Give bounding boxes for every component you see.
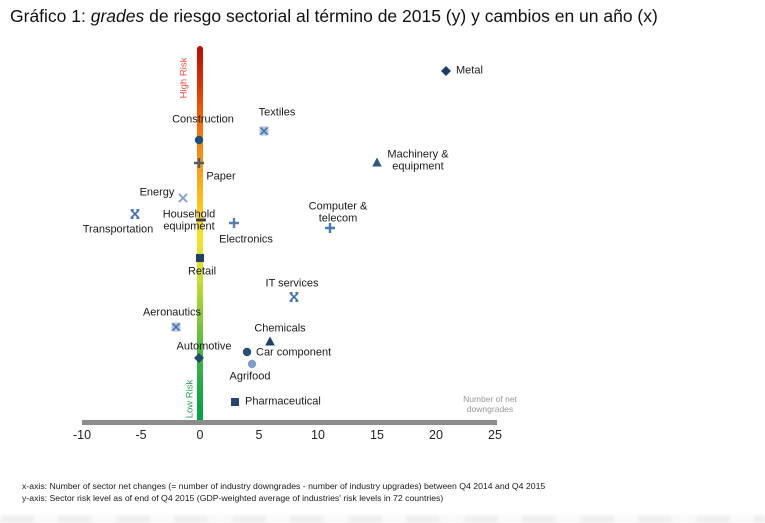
marker-boxx-textiles: [259, 126, 269, 136]
x-tick-label: -10: [72, 428, 92, 442]
point-label-metal: Metal: [456, 64, 483, 77]
marker-plus-computer-telecom: [325, 223, 335, 233]
point-label-computer-telecom: Computer & telecom: [308, 200, 368, 224]
chart-title: Gráfico 1: grades de riesgo sectorial al…: [10, 6, 760, 27]
marker-x-energy: [178, 193, 188, 203]
marker-diamond-automotive: [194, 353, 204, 363]
footnote-y-axis: y-axis: Sector risk level as of end of Q…: [22, 492, 444, 503]
marker-triangle-chemicals: [265, 336, 275, 346]
point-label-automotive: Automotive: [176, 340, 232, 353]
point-label-retail: Retail: [187, 265, 217, 278]
high-risk-axis-label: High Risk: [178, 57, 190, 99]
marker-square-retail: [195, 253, 205, 263]
chart-title-prefix: Gráfico 1:: [10, 6, 91, 26]
point-label-machinery-equipment: Machinery & equipment: [387, 148, 449, 172]
x-tick-label: 20: [429, 428, 443, 442]
point-label-chemicals: Chemicals: [254, 322, 306, 335]
marker-xbar-transportation: [130, 209, 140, 219]
x-tick-label: 25: [488, 428, 502, 442]
point-label-it-services: IT services: [265, 277, 319, 290]
point-label-agrifood: Agrifood: [229, 370, 271, 383]
point-label-transportation: Transportation: [82, 223, 154, 236]
point-label-energy: Energy: [139, 186, 175, 199]
footnote-x-axis: x-axis: Number of sector net changes (= …: [22, 481, 546, 491]
marker-plus-electronics: [229, 218, 239, 228]
x-tick-label: 0: [196, 428, 204, 442]
low-risk-axis-label: Low Risk: [184, 379, 196, 419]
marker-square-pharmaceutical: [230, 397, 240, 407]
marker-triangle-machinery-equipment: [372, 157, 382, 167]
marker-xbar-it-services: [289, 292, 299, 302]
x-axis-caption: Number of net downgrades: [463, 394, 517, 414]
marker-dash-household-equipment: [196, 215, 206, 225]
point-label-textiles: Textiles: [258, 106, 296, 119]
point-label-electronics: Electronics: [219, 233, 273, 246]
x-tick-label: 10: [311, 428, 325, 442]
marker-circle-car-component: [242, 347, 252, 357]
point-label-car-component: Car component: [256, 346, 332, 359]
risk-gradient-axis: [197, 46, 203, 422]
x-axis-line: [82, 420, 497, 425]
marker-boxx-aeronautics: [171, 322, 181, 332]
point-label-paper: Paper: [206, 170, 236, 183]
point-label-household-equipment: Household equipment: [162, 208, 216, 232]
point-label-aeronautics: Aeronautics: [142, 306, 202, 319]
chart-title-suffix: de riesgo sectorial al término de 2015 (…: [144, 6, 658, 26]
x-tick-label: 5: [255, 428, 263, 442]
x-tick-label: 15: [370, 428, 384, 442]
point-label-construction: Construction: [172, 113, 234, 126]
marker-plus-paper: [194, 158, 204, 168]
chart-title-italic-word: grades: [90, 6, 145, 26]
point-label-pharmaceutical: Pharmaceutical: [245, 395, 321, 408]
marker-circle-construction: [194, 135, 204, 145]
footnotes: x-axis: Number of sector net changes (= …: [22, 481, 742, 504]
marker-diamond-metal: [441, 66, 451, 76]
cropped-text-remnant: [0, 515, 765, 523]
x-tick-label: -5: [135, 428, 147, 442]
marker-circle-agrifood: [247, 359, 257, 369]
